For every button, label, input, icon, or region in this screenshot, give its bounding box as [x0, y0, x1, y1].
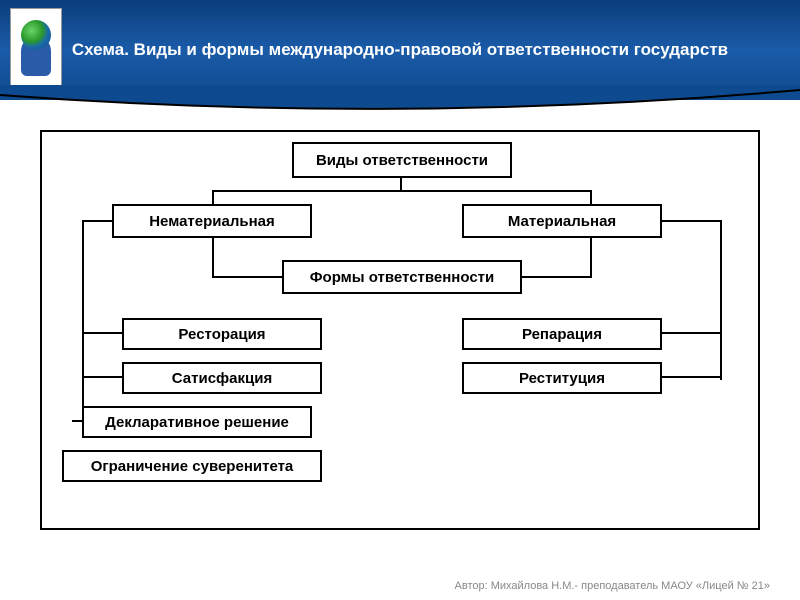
logo — [10, 8, 62, 86]
connector — [590, 190, 592, 204]
node-limitation: Ограничение суверенитета — [62, 450, 322, 482]
connector — [590, 238, 592, 278]
node-reparation: Репарация — [462, 318, 662, 350]
connector — [82, 220, 84, 420]
connector — [82, 220, 112, 222]
connector — [720, 220, 722, 380]
node-nematerial: Нематериальная — [112, 204, 312, 238]
node-material: Материальная — [462, 204, 662, 238]
node-root: Виды ответственности — [292, 142, 512, 178]
connector — [212, 276, 282, 278]
header-swoosh — [0, 85, 800, 125]
connector — [212, 190, 592, 192]
node-satisfaction: Сатисфакция — [122, 362, 322, 394]
connector — [212, 190, 214, 204]
connector — [82, 376, 122, 378]
node-restitution: Реституция — [462, 362, 662, 394]
node-forms: Формы ответственности — [282, 260, 522, 294]
node-restoration: Ресторация — [122, 318, 322, 350]
connector — [662, 332, 722, 334]
connector — [82, 332, 122, 334]
connector — [72, 420, 84, 422]
footer-author: Автор: Михайлова Н.М.- преподаватель МАО… — [455, 580, 770, 592]
connector — [212, 238, 214, 278]
connector — [522, 276, 592, 278]
connector — [662, 220, 722, 222]
connector — [662, 376, 722, 378]
diagram-frame: Виды ответственности Нематериальная Мате… — [40, 130, 760, 530]
node-declarative: Декларативное решение — [82, 406, 312, 438]
globe-icon — [21, 20, 51, 50]
slide-title: Схема. Виды и формы международно-правово… — [0, 39, 800, 61]
